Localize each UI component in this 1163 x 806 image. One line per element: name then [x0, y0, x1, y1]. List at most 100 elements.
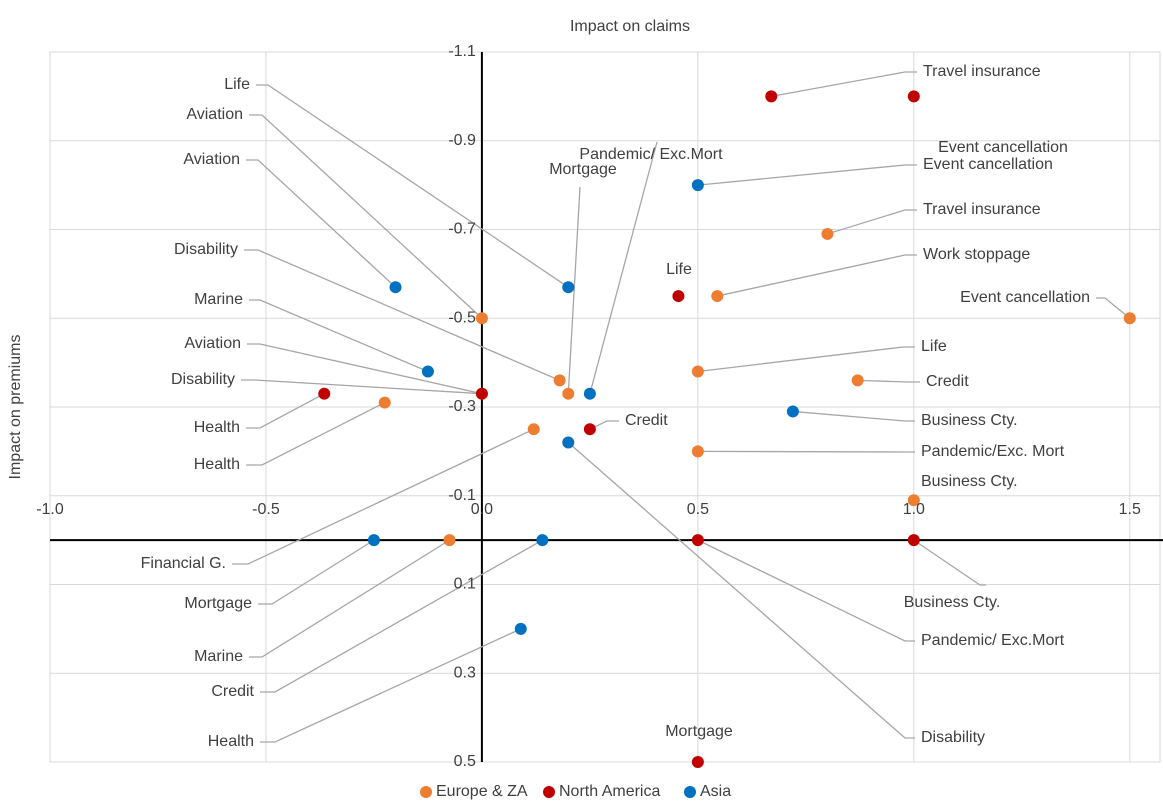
y-tick-label: -0.5 [448, 309, 476, 326]
y-tick-label: 0.3 [454, 664, 476, 681]
data-label: Marine [194, 648, 243, 665]
y-axis-title: Impact on premiums [7, 335, 24, 480]
leader-line [589, 420, 619, 430]
data-point [691, 445, 704, 458]
data-label: Credit [625, 412, 668, 429]
data-point [514, 622, 527, 635]
y-tick-label: -0.7 [448, 221, 476, 238]
data-point [583, 423, 596, 436]
data-point [711, 290, 724, 303]
leader-line [771, 71, 917, 98]
data-point [562, 436, 575, 449]
leader-line [244, 249, 560, 381]
data-point [536, 534, 549, 547]
data-label: Mortgage [665, 723, 733, 740]
leader-line [567, 442, 915, 739]
leader-line [247, 343, 483, 395]
leader-line [249, 299, 429, 373]
leader-line [792, 410, 915, 422]
y-tick-label: 0.5 [454, 753, 476, 770]
data-label: Business Cty. [921, 473, 1018, 490]
data-label: Mortgage [184, 595, 252, 612]
leader-line [246, 393, 325, 429]
leader-line [258, 539, 375, 605]
data-label: Financial G. [141, 555, 226, 572]
data-label: Aviation [183, 151, 240, 168]
leader-line [913, 539, 986, 586]
data-label: Aviation [184, 335, 241, 352]
data-label: Pandemic/ Exc.Mort [579, 146, 723, 163]
data-point [443, 534, 456, 547]
data-point [527, 423, 540, 436]
data-label: Travel insurance [923, 201, 1041, 218]
leader-line [246, 401, 386, 466]
x-tick-label: -0.5 [252, 501, 280, 518]
data-label: Credit [926, 373, 969, 390]
data-label: Aviation [186, 106, 243, 123]
data-label: Pandemic/ Exc.Mort [921, 632, 1065, 649]
leader-line [697, 539, 915, 642]
data-label: Marine [194, 291, 243, 308]
data-point [672, 290, 685, 303]
data-label: Health [208, 733, 254, 750]
data-point [475, 387, 488, 400]
leader-line [260, 539, 543, 693]
data-point [389, 281, 402, 294]
data-point [367, 534, 380, 547]
leader-line [827, 209, 917, 235]
data-point [851, 374, 864, 387]
leader-line [1096, 297, 1131, 319]
leader-line [567, 186, 581, 394]
legend-label: Europe & ZA [436, 783, 528, 800]
legend-marker [420, 786, 432, 798]
leader-line [256, 84, 569, 288]
leader-line [249, 114, 483, 319]
data-point [907, 494, 920, 507]
data-point [378, 396, 391, 409]
data-label: Life [921, 338, 947, 355]
data-label: Event cancellation [923, 156, 1053, 173]
leader-line [697, 346, 915, 373]
data-label: Travel insurance [923, 63, 1041, 80]
leader-line [246, 159, 396, 288]
data-point [691, 179, 704, 192]
leader-line [589, 141, 658, 394]
data-point [691, 365, 704, 378]
data-label: Event cancellation [938, 139, 1068, 156]
leader-line [717, 254, 917, 297]
x-tick-label: 1.5 [1119, 501, 1141, 518]
data-point [562, 281, 575, 294]
data-label: Life [666, 261, 692, 278]
data-label: Credit [211, 683, 254, 700]
y-tick-label: 0.1 [454, 576, 476, 593]
leader-line [697, 164, 917, 186]
x-axis-title: Impact on claims [570, 18, 690, 35]
data-label: Disability [171, 371, 235, 388]
data-point [318, 387, 331, 400]
data-point [821, 227, 834, 240]
data-label: Disability [174, 241, 238, 258]
y-tick-label: -0.1 [448, 487, 476, 504]
leader-line [857, 379, 920, 383]
data-label: Health [194, 456, 240, 473]
x-tick-label: 1.0 [903, 501, 925, 518]
data-label: Work stoppage [923, 246, 1030, 263]
data-point [907, 90, 920, 103]
data-label: Business Cty. [904, 594, 1001, 611]
data-point [765, 90, 778, 103]
data-point [691, 534, 704, 547]
data-point [907, 534, 920, 547]
data-label: Business Cty. [921, 412, 1018, 429]
y-tick-label: -0.3 [448, 398, 476, 415]
legend-marker [684, 786, 696, 798]
data-label: Pandemic/Exc. Mort [921, 443, 1065, 460]
y-tick-label: -1.1 [448, 43, 476, 60]
y-tick-label: -0.9 [448, 132, 476, 149]
leader-line [260, 628, 522, 743]
data-label: Event cancellation [960, 289, 1090, 306]
data-label: Health [194, 419, 240, 436]
leader-line [232, 428, 535, 565]
data-point [421, 365, 434, 378]
data-point [562, 387, 575, 400]
